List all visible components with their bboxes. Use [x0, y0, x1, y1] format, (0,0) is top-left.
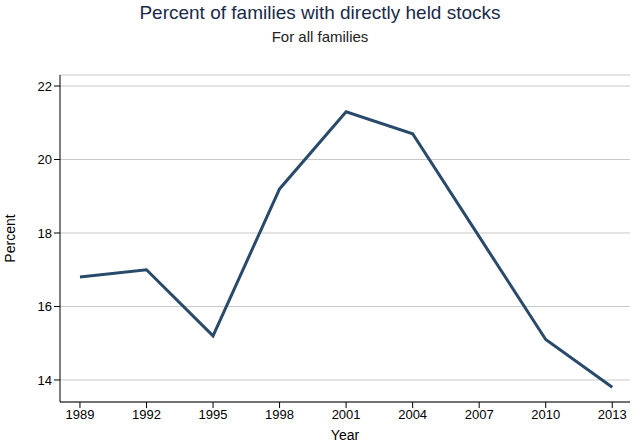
- svg-text:14: 14: [38, 373, 52, 388]
- html-text:For all families: For all families: [271, 28, 369, 45]
- svg-text:Year: Year: [331, 427, 360, 440]
- svg-text:Percent: Percent: [8, 214, 18, 262]
- svg-text:16: 16: [38, 299, 52, 314]
- svg-text:1998: 1998: [265, 407, 294, 422]
- svg-text:20: 20: [38, 152, 52, 167]
- svg-text:22: 22: [38, 79, 52, 94]
- svg-text:1995: 1995: [199, 407, 228, 422]
- svg-text:2007: 2007: [465, 407, 494, 422]
- svg-text:2010: 2010: [531, 407, 560, 422]
- svg-text:2004: 2004: [398, 407, 427, 422]
- html-text:Percent of families with direc: Percent of families with directly held s…: [139, 2, 501, 23]
- svg-text:1992: 1992: [132, 407, 161, 422]
- svg-text:1989: 1989: [66, 407, 95, 422]
- svg-text:18: 18: [38, 226, 52, 241]
- svg-text:2001: 2001: [332, 407, 361, 422]
- svg-text:2013: 2013: [598, 407, 627, 422]
